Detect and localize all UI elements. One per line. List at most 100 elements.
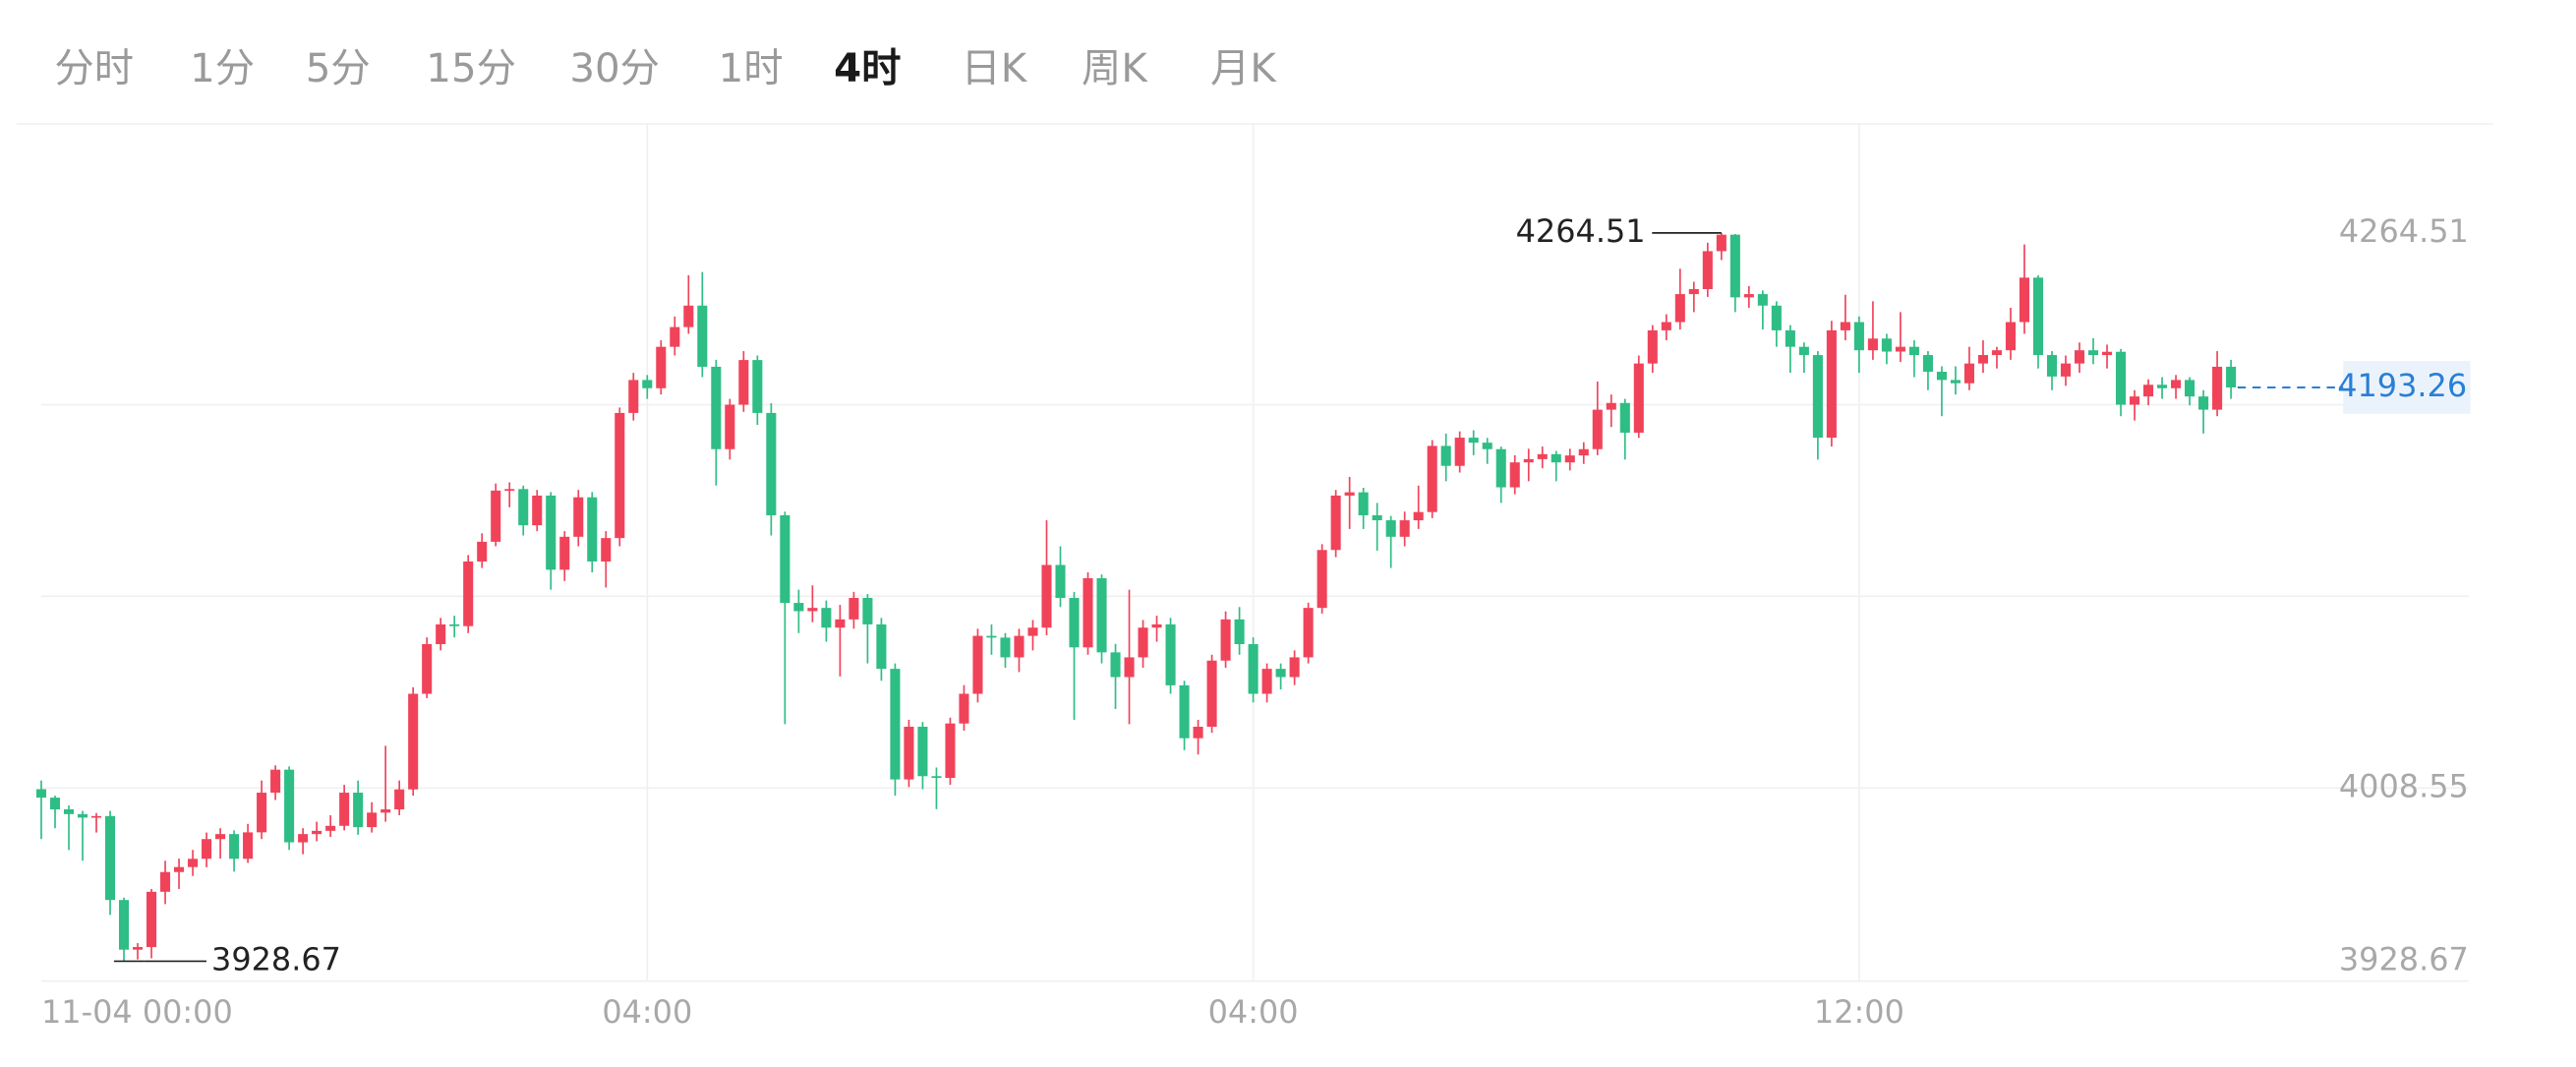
candle-body — [1757, 294, 1768, 306]
candle-body — [1853, 322, 1864, 351]
candle-body — [298, 834, 309, 843]
candle-body — [1165, 623, 1176, 685]
candle-body — [876, 623, 887, 670]
candle-body — [931, 776, 942, 779]
candle-body — [1330, 495, 1341, 551]
candle-body — [1688, 288, 1699, 295]
candle-body — [1303, 608, 1314, 658]
candle-body — [1096, 577, 1107, 653]
candle-body — [1702, 251, 1713, 289]
candle-body — [35, 789, 47, 799]
candle-body — [532, 495, 543, 526]
candle-body — [77, 813, 88, 818]
candle-body — [821, 608, 832, 628]
candle-body — [2087, 350, 2099, 356]
candle-body — [1083, 577, 1093, 648]
candle-body — [1537, 453, 1548, 459]
candle-body — [160, 871, 171, 892]
tab[interactable]: 1时 — [719, 45, 784, 91]
candle-body — [1358, 492, 1369, 515]
tab[interactable]: 1分 — [190, 45, 255, 91]
candle-body — [601, 538, 612, 562]
candle-body — [738, 360, 749, 405]
candle-body — [683, 305, 694, 327]
candle-body — [1826, 329, 1837, 439]
candle-body — [63, 809, 75, 814]
candle-body — [628, 380, 639, 413]
low-label: 3928.67 — [211, 940, 341, 978]
candle-body — [1950, 380, 1961, 384]
candle-body — [518, 489, 529, 526]
candle-body — [1482, 443, 1493, 449]
candle-body — [1110, 652, 1121, 678]
candle-body — [972, 635, 983, 694]
candle-body — [2226, 366, 2237, 387]
candle-body — [2171, 380, 2182, 388]
y-tick-label: 4008.55 — [2339, 767, 2469, 804]
candle-body — [1041, 564, 1052, 628]
last-price-box — [2343, 361, 2471, 414]
candle-body — [1633, 363, 1644, 433]
candle-body — [1977, 355, 1989, 364]
candle-body — [2060, 363, 2072, 377]
candle-body — [1963, 363, 1974, 384]
candle-body — [1881, 338, 1892, 352]
candle-body — [49, 798, 61, 810]
tab[interactable]: 分时 — [54, 45, 134, 91]
candle-body — [2019, 277, 2030, 323]
candle-body — [1647, 329, 1658, 364]
tab[interactable]: 5分 — [306, 45, 371, 91]
candle-body — [849, 598, 859, 620]
candle-body — [1551, 453, 1561, 463]
candle-body — [477, 541, 488, 562]
x-tick-label: 04:00 — [602, 993, 692, 1031]
tab[interactable]: 30分 — [569, 45, 660, 91]
tab[interactable]: 月K — [1210, 45, 1277, 91]
candle-body — [504, 489, 515, 491]
candle-body — [1592, 409, 1603, 449]
candle-body — [339, 793, 350, 826]
tab[interactable]: 周K — [1082, 45, 1148, 91]
candle-body — [2115, 351, 2127, 405]
candle-body — [1606, 402, 1616, 410]
candle-body — [711, 366, 722, 449]
candle-body — [642, 380, 653, 388]
candle-body — [381, 809, 391, 813]
candle-body — [118, 900, 130, 950]
candle-body — [1991, 350, 2003, 356]
candle-body — [229, 834, 240, 860]
candle-body — [325, 825, 336, 831]
candle-body — [2074, 350, 2085, 364]
tab[interactable]: 4时 — [834, 45, 901, 91]
candle-body — [1564, 455, 1575, 463]
candle-body — [1027, 627, 1038, 636]
candle-body — [1743, 294, 1754, 298]
candle-body — [546, 495, 556, 570]
candle-body — [1427, 445, 1437, 512]
candle-body — [1798, 346, 1809, 356]
candle-body — [146, 891, 157, 948]
candle-body — [270, 769, 281, 794]
candle-body — [1261, 669, 1272, 694]
candle-body — [1234, 619, 1245, 644]
candle-body — [2032, 277, 2044, 356]
candle-body — [1936, 372, 1947, 381]
high-label: 4264.51 — [1516, 212, 1646, 250]
candle-body — [422, 643, 433, 694]
candle-body — [1812, 355, 1823, 439]
candle-body — [766, 412, 777, 515]
tab[interactable]: 日K — [961, 45, 1027, 91]
candle-body — [1206, 660, 1217, 727]
tab[interactable]: 15分 — [426, 45, 516, 91]
candle-body — [904, 726, 914, 780]
candle-body — [890, 669, 901, 780]
candle-body — [1014, 635, 1025, 658]
candle-body — [436, 623, 446, 644]
candle-body — [312, 830, 322, 835]
candle-body — [807, 608, 818, 612]
candle-body — [752, 360, 763, 413]
candle-body — [986, 635, 997, 638]
candle-body — [202, 839, 212, 860]
candle-body — [1495, 448, 1506, 488]
candle-body — [1771, 305, 1782, 330]
